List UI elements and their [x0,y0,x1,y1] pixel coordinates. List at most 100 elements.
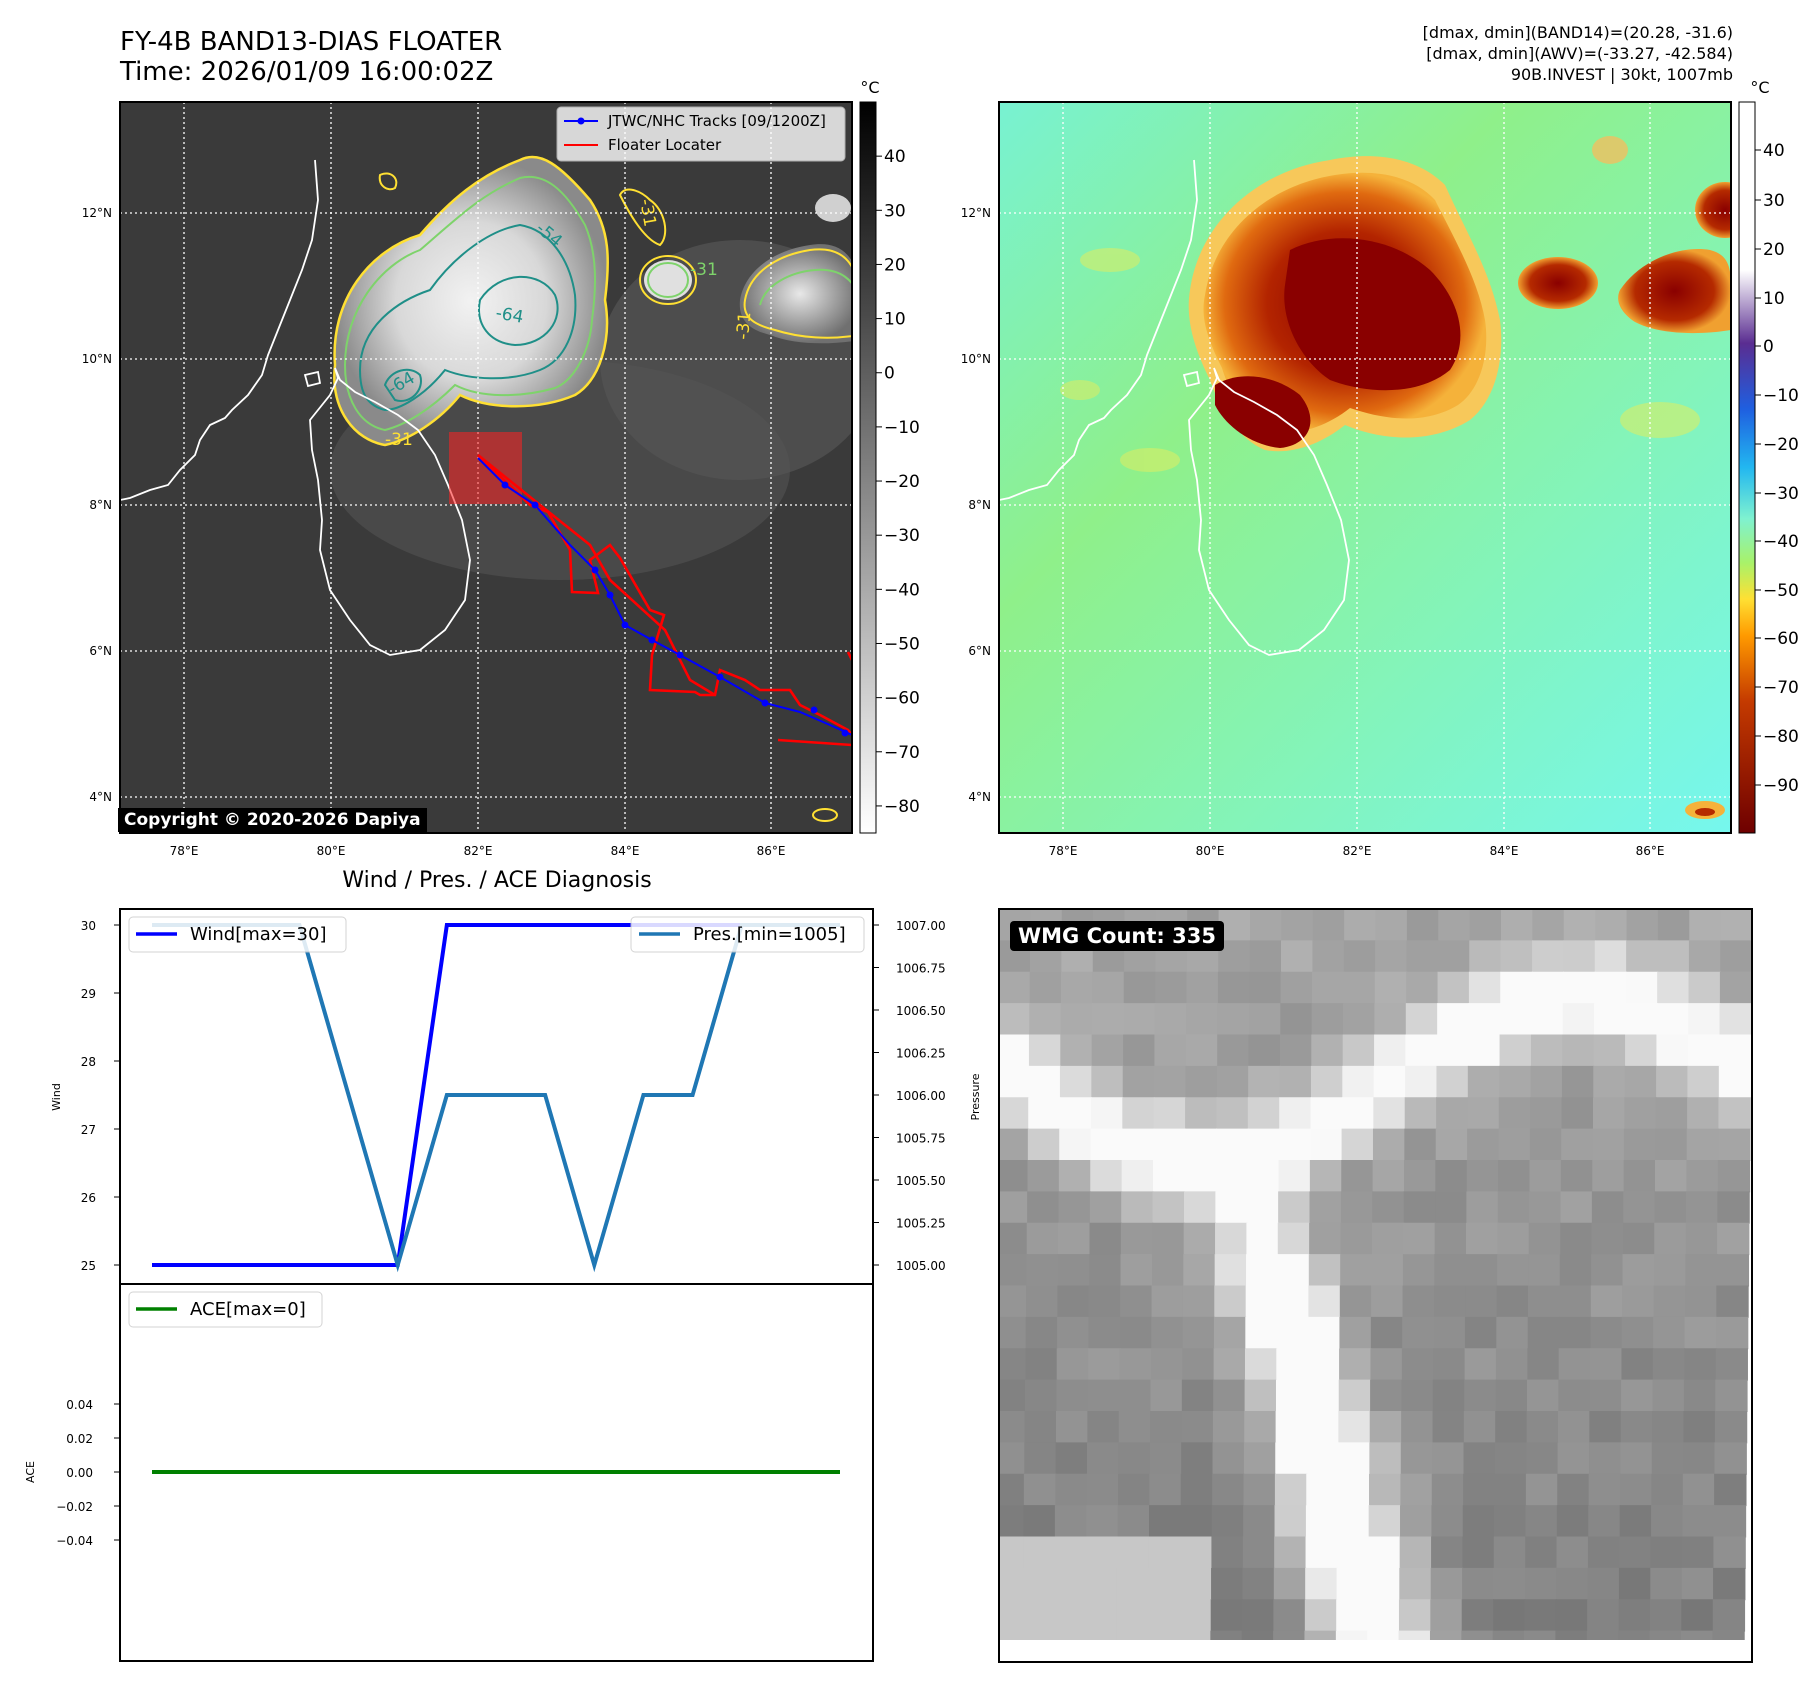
ace-tick: −0.02 [56,1500,93,1514]
coastline [120,159,471,656]
wind-legend-label: Wind[max=30] [190,924,327,945]
pressure-tick: 1006.75 [896,962,946,976]
floater-box [449,432,522,504]
colorbar-ir: °C 40 30 20 10 0 −10 −20 −30 −40 −50 −60 −70 −80 [859,78,920,834]
lat-tick: 12°N [961,206,991,220]
wind-tick: 30 [81,919,96,933]
diagnosis-chart: Wind Pressure ACE 30 29 28 27 26 25 1007.00 10… [24,908,982,1662]
ace-tick: 0.04 [66,1398,93,1412]
contour-label: -31 [733,311,755,340]
map1-lon-ticks: 78°E 80°E 82°E 84°E 86°E [170,844,786,858]
pressure-tick: 1006.25 [896,1047,946,1061]
ace-legend-label: ACE[max=0] [190,1299,306,1320]
colorbar-tick: −30 [1763,484,1799,504]
colorbar-tick: −80 [884,797,920,817]
lat-tick: 4°N [89,790,112,804]
colorbar-tick: 10 [884,310,906,330]
colorbar-tick: −10 [1763,386,1799,406]
wind-tick: 25 [81,1259,96,1273]
map1-lat-ticks: 12°N 10°N 8°N 6°N 4°N [82,206,112,804]
wind-legend: Wind[max=30] [128,916,347,953]
colorbar-tick: −40 [1763,532,1799,552]
awv-map [999,102,1731,833]
ace-tick: 0.02 [66,1432,93,1446]
pressure-legend: Pres.[min=1005] [630,916,865,953]
colorbar-tick: −60 [884,689,920,709]
lon-tick: 80°E [1196,844,1225,858]
colorbar-tick: 30 [1763,191,1785,211]
wind-tick: 27 [81,1123,96,1137]
wind-tick: 28 [81,1055,96,1069]
lon-tick: 82°E [1343,844,1372,858]
wind-tick: 29 [81,987,96,1001]
pressure-tick: 1005.25 [896,1217,946,1231]
ace-tick: −0.04 [56,1534,93,1548]
wind-tick: 26 [81,1191,96,1205]
lon-tick: 82°E [464,844,493,858]
contour-yellow [333,155,609,447]
map-legend: JTWC/NHC Tracks [09/1200Z] Floater Locat… [556,106,846,162]
colorbar-tick: 0 [884,364,895,384]
lat-tick: 6°N [968,644,991,658]
contour-label: -64 [494,303,525,328]
colorbar-unit: °C [1750,78,1769,97]
awv-range: [dmax, dmin](AWV)=(-33.27, -42.584) [1426,44,1733,63]
chart-title: Wind / Pres. / ACE Diagnosis [342,868,651,893]
colorbar-tick: 40 [1763,141,1785,161]
pressure-tick: 1007.00 [896,919,946,933]
pressure-tick: 1006.50 [896,1004,946,1018]
colorbar-tick: −50 [884,634,920,654]
band14-range: [dmax, dmin](BAND14)=(20.28, -31.6) [1422,23,1733,42]
copyright-badge: Copyright © 2020-2026 Dapiya [118,808,427,832]
lat-tick: 12°N [82,206,112,220]
pressure-legend-label: Pres.[min=1005] [693,924,846,945]
lat-tick: 8°N [89,498,112,512]
colorbar-tick: −20 [1763,435,1799,455]
ace-tick: 0.00 [66,1466,93,1480]
lat-tick: 8°N [968,498,991,512]
map2-lon-ticks: 78°E 80°E 82°E 84°E 86°E [1049,844,1665,858]
colorbar-tick: −10 [884,418,920,438]
lon-tick: 78°E [170,844,199,858]
contour-label: -31 [385,430,413,450]
colorbar-unit: °C [860,78,879,97]
ace-legend: ACE[max=0] [128,1291,323,1328]
lon-tick: 86°E [757,844,786,858]
lat-tick: 6°N [89,644,112,658]
legend-track-label: JTWC/NHC Tracks [09/1200Z] [607,112,826,130]
wind-axis-label: Wind [50,1083,63,1111]
colorbar-tick: −50 [1763,581,1799,601]
colorbar-tick: 30 [884,201,906,221]
storm-info: 90B.INVEST | 30kt, 1007mb [1510,65,1733,84]
legend-floater-label: Floater Locater [608,136,722,154]
pressure-tick: 1005.75 [896,1132,946,1146]
colorbar-tick: 0 [1763,337,1774,357]
lon-tick: 84°E [1490,844,1519,858]
wmg-image [999,909,1752,1662]
lon-tick: 86°E [1636,844,1665,858]
lat-tick: 4°N [968,790,991,804]
page-title: FY-4B BAND13-DIAS FLOATER [120,27,503,57]
pressure-tick: 1005.00 [896,1259,946,1273]
colorbar-tick: −40 [884,580,920,600]
pressure-tick: 1006.00 [896,1089,946,1103]
colorbar-awv: °C 40 30 20 10 0 −10 −20 −30 −40 −50 −60 −70 −80 −90 [1738,78,1799,834]
pressure-axis-label: Pressure [969,1073,982,1120]
ace-axis-label: ACE [24,1461,37,1483]
colorbar-tick: 20 [1763,240,1785,260]
colorbar-tick: −30 [884,526,920,546]
colorbar-tick: −70 [1763,678,1799,698]
colorbar-tick: −70 [884,743,920,763]
contour-label: -31 [690,260,718,280]
colorbar-tick: −80 [1763,727,1799,747]
timestamp: Time: 2026/01/09 16:00:02Z [120,57,494,87]
colorbar-tick: 10 [1763,289,1785,309]
colorbar-tick: −90 [1763,776,1799,796]
lat-tick: 10°N [961,352,991,366]
colorbar-tick: −20 [884,472,920,492]
wmg-count-badge: WMG Count: 335 [1010,921,1224,951]
lon-tick: 84°E [611,844,640,858]
lon-tick: 78°E [1049,844,1078,858]
lat-tick: 10°N [82,352,112,366]
